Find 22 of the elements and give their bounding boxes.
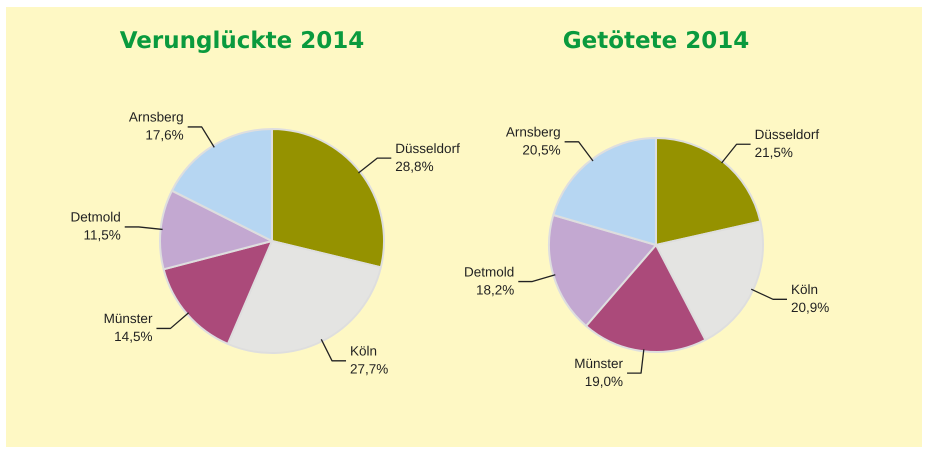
data-label: 17,6%: [145, 128, 184, 143]
slice-label: Köln: [791, 282, 818, 298]
chart-title: Getötete 2014: [562, 28, 750, 54]
data-label: 20,9%: [791, 300, 830, 316]
data-label: 28,8%: [395, 158, 434, 174]
data-label: 14,5%: [114, 329, 152, 344]
data-label: 21,5%: [754, 144, 793, 160]
data-label: 19,0%: [584, 374, 624, 389]
data-label: 20,5%: [522, 142, 561, 158]
chart-title: Verunglückte 2014: [120, 28, 364, 54]
slice-label: Detmold: [70, 210, 121, 225]
slice-label: Münster: [574, 356, 624, 371]
data-label: 18,2%: [476, 282, 514, 298]
slice-label: Arnsberg: [128, 110, 184, 125]
slice-label: Köln: [350, 344, 378, 359]
slice-label: Münster: [104, 311, 153, 326]
data-label: 27,7%: [350, 362, 388, 377]
data-label: 11,5%: [83, 228, 121, 243]
slice-label: Arnsberg: [506, 124, 561, 140]
slice-label: Düsseldorf: [754, 126, 820, 142]
slice-label: Düsseldorf: [395, 140, 460, 156]
slice-label: Detmold: [464, 264, 514, 280]
